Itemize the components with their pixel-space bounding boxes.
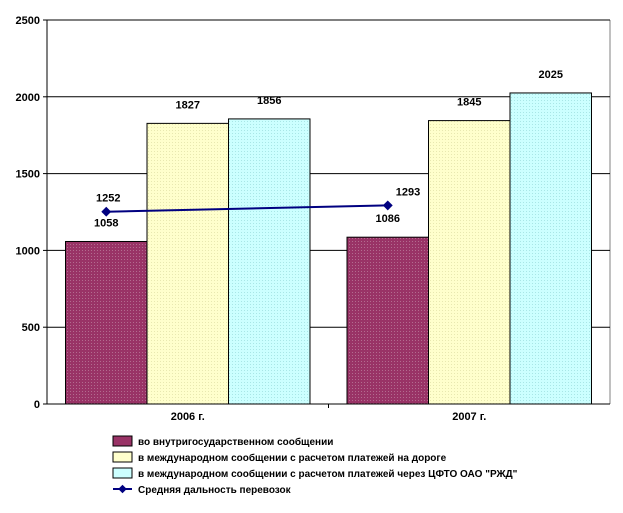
average-line-point <box>382 200 393 211</box>
bar-0-1 <box>346 236 430 405</box>
bar-value-label: 1856 <box>257 95 281 107</box>
x-tick-label: 2007 г. <box>452 411 486 423</box>
y-tick-label: 2000 <box>16 92 40 104</box>
legend-label-line: Средняя дальность перевозок <box>138 485 292 496</box>
x-tick-label: 2006 г. <box>171 411 205 423</box>
legend-swatch-2 <box>112 467 133 479</box>
bar-value-label: 1845 <box>457 97 481 109</box>
bar-0-0 <box>65 240 148 405</box>
average-line <box>101 200 393 217</box>
legend: во внутригосударственном сообщении в межд… <box>112 435 518 496</box>
legend-swatch-0 <box>112 435 133 447</box>
y-tick-label: 2500 <box>16 15 40 27</box>
average-line-point <box>101 206 112 217</box>
bars <box>65 92 592 405</box>
average-line-path <box>106 204 388 213</box>
bar-1-1 <box>428 120 511 405</box>
legend-line-marker <box>118 484 127 494</box>
bar-value-label: 1086 <box>376 213 400 225</box>
bar-value-label: 1827 <box>176 99 200 111</box>
bar-2-1 <box>509 92 592 405</box>
line-value-label: 1293 <box>396 186 420 198</box>
y-tick-label: 0 <box>34 399 40 411</box>
bar-1-0 <box>146 122 229 405</box>
legend-label-0: во внутригосударственном сообщении <box>138 436 333 448</box>
y-tick-label: 500 <box>22 322 40 334</box>
legend-label-2: в международном сообщении с расчетом пла… <box>138 468 518 480</box>
bar-value-label: 2025 <box>539 69 563 81</box>
bar-2-0 <box>227 118 311 405</box>
line-value-label: 1252 <box>96 193 120 205</box>
y-tick-label: 1000 <box>16 245 40 257</box>
bar-value-label: 1058 <box>94 217 118 229</box>
y-tick-label: 1500 <box>16 169 40 181</box>
data-labels: 1058 1827 1856 1086 1845 2025 1252 1293 <box>94 69 563 230</box>
legend-label-1: в международном сообщении с расчетом пла… <box>138 452 447 464</box>
legend-swatch-1 <box>112 451 133 463</box>
